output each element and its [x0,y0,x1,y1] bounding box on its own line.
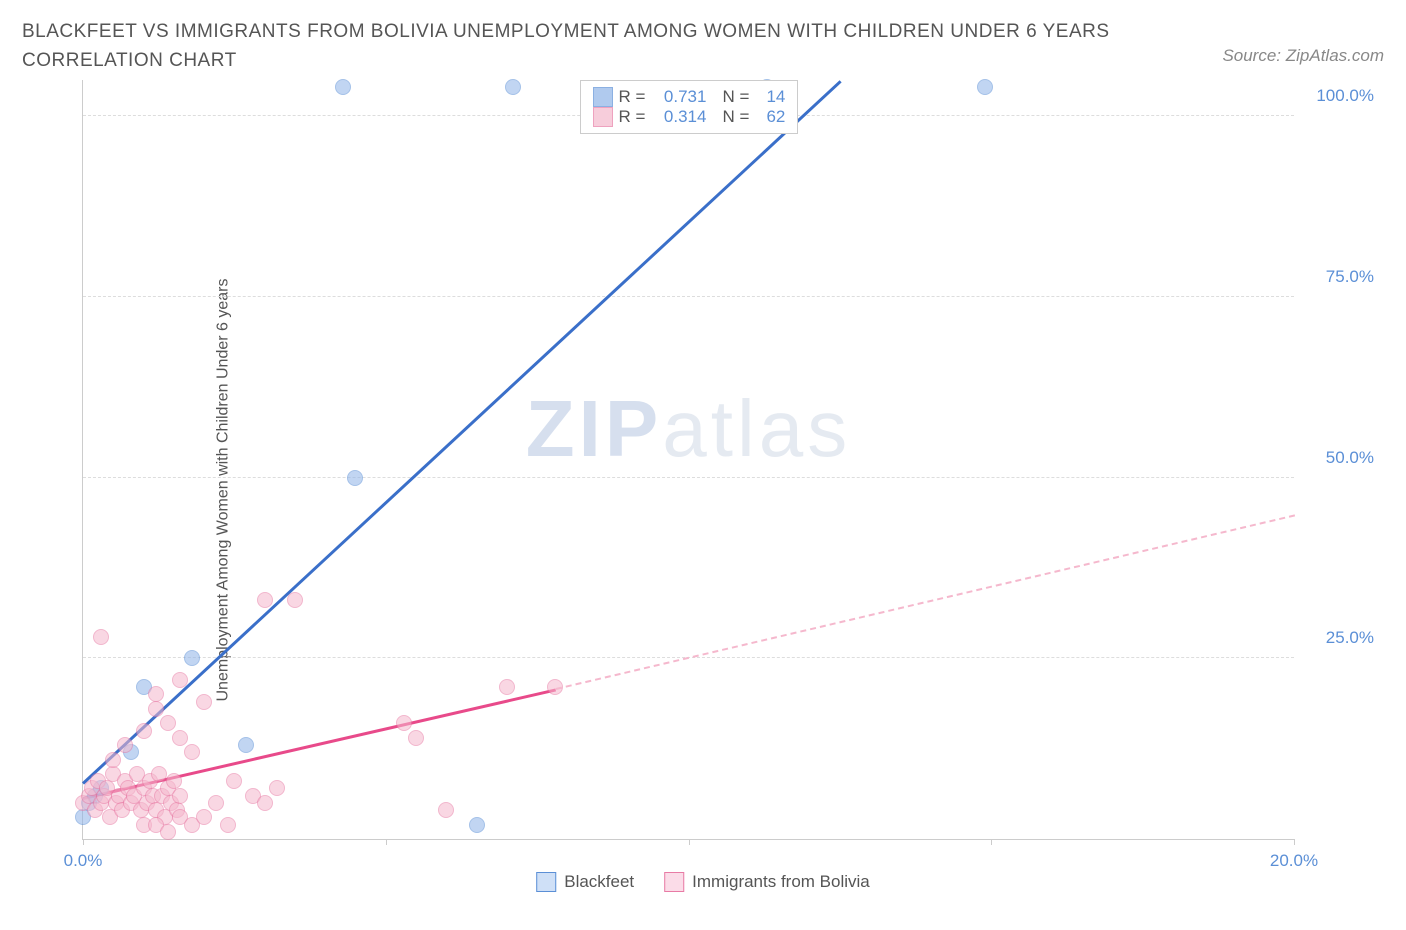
legend-stats: R =0.731 N = 14 R =0.314 N = 62 [580,80,799,134]
legend-label: Immigrants from Bolivia [692,872,870,892]
data-point [117,737,133,753]
data-point [226,773,242,789]
legend-stats-row: R =0.731 N = 14 [593,87,786,107]
data-point [93,629,109,645]
watermark-bold: ZIP [526,384,662,473]
r-value: 0.314 [651,107,706,127]
legend-swatch [593,87,613,107]
data-point [347,470,363,486]
data-point [257,592,273,608]
x-tick [386,839,387,845]
r-label: R = [619,87,646,107]
data-point [172,730,188,746]
data-point [160,824,176,840]
source-attribution: Source: ZipAtlas.com [1222,46,1384,66]
data-point [172,788,188,804]
trend-line [555,514,1295,690]
x-tick [991,839,992,845]
data-point [172,672,188,688]
data-point [287,592,303,608]
x-tick [1294,839,1295,845]
data-point [505,79,521,95]
data-point [977,79,993,95]
watermark: ZIPatlas [526,383,851,475]
r-value: 0.731 [651,87,706,107]
data-point [151,766,167,782]
chart-container: Unemployment Among Women with Children U… [22,80,1384,900]
data-point [220,817,236,833]
r-label: R = [619,107,646,127]
plot-area: ZIPatlas 25.0%50.0%75.0%100.0%0.0%20.0%R… [82,80,1294,840]
y-tick-label: 100.0% [1304,86,1374,106]
data-point [208,795,224,811]
data-point [269,780,285,796]
legend-label: Blackfeet [564,872,634,892]
data-point [547,679,563,695]
gridline-h [83,296,1294,297]
legend-stats-row: R =0.314 N = 62 [593,107,786,127]
legend-swatch [593,107,613,127]
data-point [184,650,200,666]
data-point [184,744,200,760]
legend-item: Immigrants from Bolivia [664,872,870,892]
y-tick-label: 75.0% [1304,267,1374,287]
chart-title: BLACKFEET VS IMMIGRANTS FROM BOLIVIA UNE… [22,18,1122,75]
y-tick-label: 25.0% [1304,628,1374,648]
x-tick [83,839,84,845]
trend-line [82,80,842,784]
legend-swatch [536,872,556,892]
data-point [396,715,412,731]
data-point [148,686,164,702]
data-point [335,79,351,95]
n-label: N = [722,87,749,107]
header: BLACKFEET VS IMMIGRANTS FROM BOLIVIA UNE… [0,0,1406,75]
data-point [438,802,454,818]
y-tick-label: 50.0% [1304,448,1374,468]
n-value: 14 [755,87,785,107]
x-tick [689,839,690,845]
x-tick-label: 0.0% [64,851,103,871]
data-point [148,701,164,717]
data-point [257,795,273,811]
data-point [160,715,176,731]
data-point [238,737,254,753]
data-point [408,730,424,746]
legend-bottom: Blackfeet Immigrants from Bolivia [536,872,870,892]
legend-item: Blackfeet [536,872,634,892]
gridline-h [83,477,1294,478]
x-tick-label: 20.0% [1270,851,1318,871]
data-point [196,694,212,710]
data-point [136,723,152,739]
data-point [105,752,121,768]
data-point [196,809,212,825]
data-point [469,817,485,833]
watermark-light: atlas [662,384,851,473]
data-point [499,679,515,695]
legend-swatch [664,872,684,892]
n-value: 62 [755,107,785,127]
n-label: N = [722,107,749,127]
